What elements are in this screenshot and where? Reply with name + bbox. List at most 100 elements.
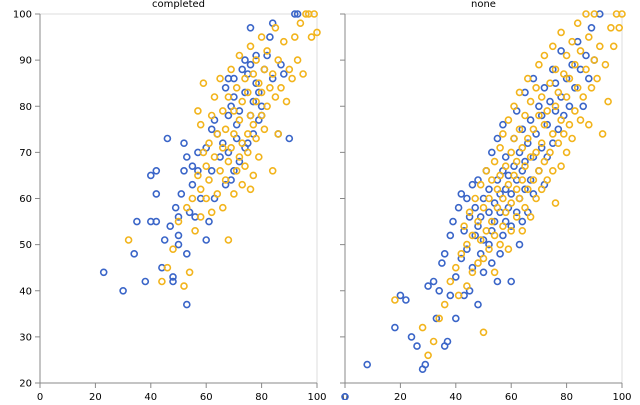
data-point-gold-none-80 (537, 93, 546, 101)
data-point-blue-completed-46 (224, 111, 233, 120)
data-point-blue-none-19 (449, 217, 457, 226)
data-point-gold-none-50 (510, 134, 518, 143)
data-point-blue-completed-52 (230, 74, 238, 83)
data-point-gold-none-79 (537, 139, 546, 147)
data-point-blue-none-115 (582, 51, 590, 60)
data-point-gold-none-126 (604, 97, 612, 106)
data-point-blue-completed-71 (254, 88, 263, 97)
data-point-blue-none-5 (407, 333, 416, 341)
panel-completed-frame (39, 13, 318, 384)
data-point-gold-none-127 (607, 23, 615, 32)
data-point-gold-completed-5 (180, 282, 188, 290)
data-point-gold-completed-69 (260, 125, 269, 134)
data-point-blue-completed-4 (141, 277, 150, 286)
data-point-gold-completed-40 (230, 130, 238, 138)
x-tick-label-completed-80: 80 (255, 392, 268, 400)
data-point-gold-completed-64 (254, 153, 263, 161)
data-point-blue-none-102 (551, 107, 560, 115)
data-point-blue-completed-1 (119, 286, 127, 295)
data-point-gold-completed-22 (207, 111, 216, 120)
data-point-blue-none-109 (565, 102, 574, 111)
data-point-blue-none-24 (457, 190, 466, 198)
data-point-gold-completed-49 (238, 97, 246, 106)
data-point-gold-none-12 (463, 240, 471, 249)
data-point-blue-none-79 (518, 125, 527, 134)
data-point-gold-none-115 (582, 65, 590, 74)
data-point-gold-none-14 (468, 268, 477, 277)
data-point-gold-none-38 (499, 222, 507, 230)
data-point-gold-completed-68 (257, 33, 266, 41)
data-point-gold-completed-46 (235, 51, 244, 60)
data-point-gold-completed-56 (246, 111, 255, 120)
data-point-gold-none-28 (487, 217, 496, 226)
data-point-gold-none-112 (576, 116, 585, 124)
data-point-blue-none-32 (468, 180, 477, 189)
data-point-blue-completed-44 (221, 84, 230, 92)
data-point-blue-completed-83 (290, 10, 299, 18)
data-point-gold-none-85 (543, 107, 552, 115)
data-point-blue-completed-55 (235, 157, 244, 166)
data-point-gold-completed-85 (290, 33, 299, 41)
data-point-blue-none-110 (568, 60, 576, 69)
data-point-gold-none-37 (496, 144, 504, 152)
data-point-blue-completed-65 (246, 23, 255, 32)
data-point-blue-none-33 (471, 231, 480, 240)
data-point-gold-completed-89 (302, 10, 310, 18)
x-tick-label-none-60: 60 (505, 392, 518, 400)
x-tick-label-none-0: 0 (342, 392, 348, 400)
data-point-blue-none-22 (454, 203, 463, 212)
data-point-blue-none-17 (446, 291, 455, 300)
data-point-gold-none-5 (440, 300, 449, 309)
data-point-blue-completed-82 (285, 134, 294, 143)
data-point-blue-none-116 (584, 74, 593, 83)
data-point-gold-none-122 (593, 74, 601, 83)
data-point-gold-none-95 (554, 88, 563, 97)
data-point-gold-completed-36 (224, 93, 233, 101)
data-point-gold-none-46 (507, 227, 516, 235)
data-point-gold-none-111 (573, 19, 582, 28)
data-point-blue-none-93 (537, 144, 546, 152)
data-point-gold-completed-65 (254, 79, 263, 87)
data-point-gold-none-21 (479, 328, 488, 337)
data-point-blue-completed-12 (160, 236, 169, 244)
data-point-gold-none-108 (571, 107, 579, 115)
data-point-blue-completed-15 (169, 273, 177, 281)
data-point-gold-completed-84 (288, 74, 296, 83)
data-point-blue-completed-11 (163, 134, 172, 143)
data-point-gold-completed-52 (244, 148, 252, 157)
data-point-gold-completed-42 (232, 167, 241, 175)
data-point-gold-completed-70 (260, 65, 269, 74)
data-point-gold-none-125 (601, 60, 610, 69)
data-point-gold-none-1 (418, 323, 427, 332)
data-point-gold-completed-74 (268, 167, 277, 175)
data-point-gold-none-4 (435, 314, 444, 323)
data-point-blue-none-35 (474, 300, 482, 309)
data-point-gold-none-47 (507, 199, 516, 207)
data-point-gold-completed-13 (196, 185, 205, 194)
data-point-gold-none-52 (512, 213, 521, 221)
data-point-gold-completed-48 (238, 139, 246, 147)
data-point-blue-none-86 (526, 116, 535, 124)
data-point-gold-completed-4 (174, 217, 183, 226)
data-point-gold-none-19 (476, 236, 485, 244)
data-point-gold-none-45 (504, 116, 513, 124)
data-point-gold-none-25 (482, 167, 491, 175)
data-point-gold-none-64 (523, 185, 532, 194)
data-point-blue-completed-30 (194, 167, 202, 175)
data-point-blue-none-111 (571, 84, 579, 92)
data-point-gold-completed-38 (227, 65, 235, 74)
data-point-gold-none-58 (518, 227, 527, 235)
data-point-gold-completed-10 (194, 171, 202, 180)
data-point-gold-completed-86 (293, 56, 302, 64)
data-point-gold-none-99 (559, 130, 568, 138)
data-point-blue-none-13 (438, 259, 446, 267)
data-point-gold-none-41 (501, 208, 510, 217)
data-point-gold-none-124 (598, 130, 607, 138)
data-point-gold-none-68 (526, 153, 535, 161)
data-point-gold-completed-0 (124, 236, 133, 244)
panel-title-none: none (471, 0, 496, 10)
data-point-gold-none-49 (510, 171, 518, 180)
data-point-blue-none-16 (443, 337, 452, 346)
data-point-gold-none-117 (584, 120, 593, 129)
